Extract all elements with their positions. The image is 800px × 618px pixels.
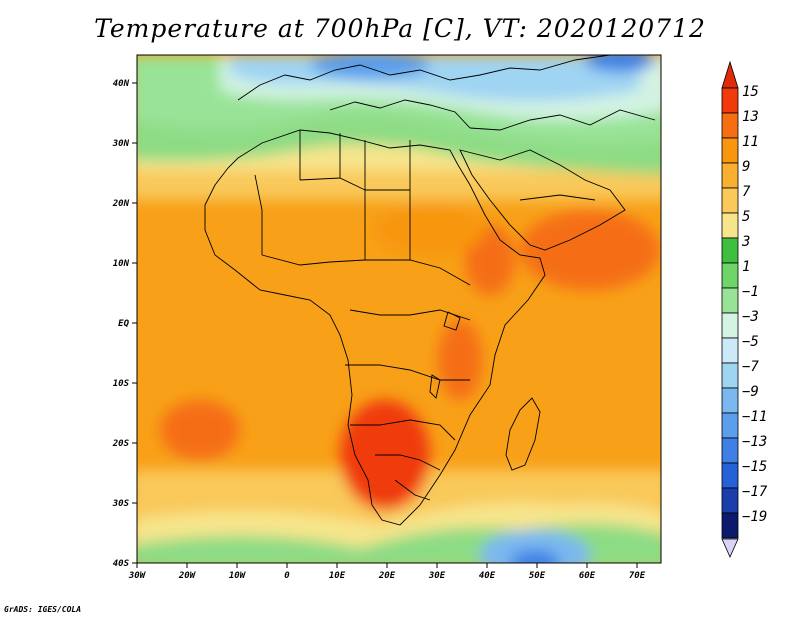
colorbar-swatch — [721, 462, 739, 489]
colorbar-swatch — [721, 237, 739, 264]
lat-label: 30N — [112, 139, 130, 149]
colorbar-label: −3 — [742, 309, 759, 325]
colorbar-swatch — [721, 87, 739, 114]
lat-label: 30S — [112, 499, 130, 509]
lon-label: 50E — [529, 571, 546, 581]
map-title: Temperature at 700hPa [C], VT: 202012071… — [94, 14, 706, 43]
colorbar-label: −7 — [742, 359, 759, 375]
lon-label: 30W — [128, 571, 147, 581]
lon-label: 30E — [428, 571, 446, 581]
lon-label: 70E — [629, 571, 646, 581]
longitude-labels: 30W 20W 10W 0 10E 20E 30E 40E 50E 60E 70… — [128, 571, 646, 581]
colorbar-swatch — [721, 262, 739, 289]
lon-label: 0 — [284, 571, 290, 581]
colorbar-swatch — [721, 412, 739, 439]
lat-label: 40N — [113, 79, 130, 89]
colorbar-label: 15 — [742, 84, 759, 100]
lat-label: 10S — [113, 379, 130, 389]
colorbar-over-arrow — [721, 60, 739, 89]
colorbar-swatch — [721, 187, 739, 214]
colorbar-swatch — [721, 212, 739, 239]
lon-label: 20E — [378, 571, 396, 581]
colorbar-label: −1 — [742, 284, 759, 300]
colorbar-label: 13 — [742, 109, 759, 125]
latitude-labels: 40N 30N 20N 10N EQ 10S 20S 30S 40S — [112, 79, 130, 569]
colorbar-swatch — [721, 112, 739, 139]
lon-label: 10W — [229, 571, 247, 581]
colorbar-label: 7 — [742, 184, 751, 200]
lat-label: 40S — [113, 559, 130, 569]
colorbar-swatch — [721, 312, 739, 339]
colorbar-swatch — [721, 137, 739, 164]
axis-ticks — [132, 82, 638, 568]
colorbar-label: −17 — [742, 484, 768, 500]
colorbar-label: 9 — [742, 159, 751, 175]
colorbar-swatch — [721, 337, 739, 364]
colorbar-swatch — [721, 437, 739, 464]
colorbar-label: −13 — [742, 434, 768, 450]
colorbar-swatch — [721, 512, 739, 539]
lat-label: 20N — [112, 199, 130, 209]
colorbar-swatch — [721, 162, 739, 189]
coastlines — [204, 55, 656, 526]
colorbar-swatch — [721, 362, 739, 389]
colorbar-label: 5 — [742, 209, 751, 225]
colorbar-label: 3 — [742, 234, 751, 250]
colorbar-label: −19 — [742, 509, 768, 525]
temperature-field — [137, 55, 661, 563]
colorbar-swatch — [721, 487, 739, 514]
credit-label: GrADS: IGES/COLA — [4, 605, 82, 614]
colorbar-label: −11 — [742, 409, 768, 425]
colorbar-under-arrow — [721, 538, 739, 558]
lon-label: 60E — [579, 571, 596, 581]
colorbar-label: 11 — [742, 134, 759, 150]
colorbar-label: −9 — [742, 384, 759, 400]
lon-label: 20W — [178, 571, 197, 581]
lat-label: 10N — [113, 259, 130, 269]
lon-label: 10E — [329, 571, 346, 581]
colorbar-label: 1 — [742, 259, 751, 275]
colorbar-swatch — [721, 287, 739, 314]
map-frame — [136, 54, 662, 564]
colorbar-label: −15 — [742, 459, 768, 475]
lat-label: 20S — [112, 439, 130, 449]
colorbar-label: −5 — [742, 334, 759, 350]
lon-label: 40E — [479, 571, 496, 581]
colorbar — [721, 60, 739, 558]
lat-label: EQ — [118, 319, 129, 329]
colorbar-swatch — [721, 387, 739, 414]
